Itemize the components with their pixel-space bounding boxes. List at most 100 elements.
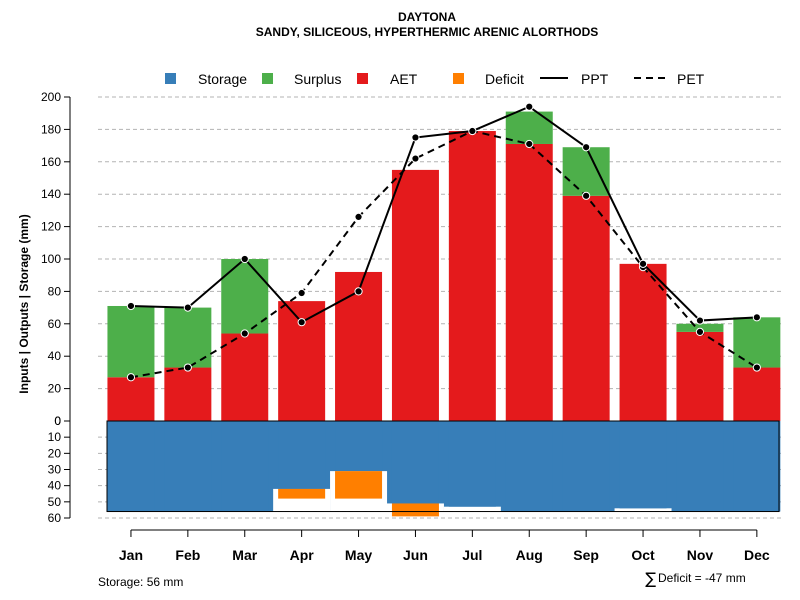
legend-label-ppt: PPT (581, 71, 609, 87)
y-axis-label: Inputs | Outputs | Storage (mm) (17, 214, 31, 393)
pet-point (354, 212, 363, 221)
pet-point (411, 154, 420, 163)
y-tick-label-top: 20 (48, 382, 62, 396)
storage-bar (676, 421, 724, 512)
y-tick-label-bottom: 20 (48, 446, 62, 460)
storage-bar (562, 421, 610, 512)
deficit-bar (391, 503, 439, 517)
storage-bar (505, 421, 553, 512)
pet-point (297, 288, 306, 298)
x-tick-label: Jul (462, 547, 482, 563)
aet-bar (562, 195, 610, 421)
y-tick-label-top: 0 (54, 414, 61, 428)
aet-bar (107, 377, 155, 421)
aet-bar (335, 271, 383, 421)
x-tick-label: May (345, 547, 372, 563)
storage-bar (278, 421, 326, 489)
y-tick-label-top: 40 (48, 349, 62, 363)
storage-bar (164, 421, 212, 512)
storage-capacity-band (107, 421, 779, 512)
legend-label-aet: AET (390, 71, 418, 87)
ppt-point (525, 102, 534, 111)
x-tick-label: Sep (573, 547, 599, 563)
y-tick-label-top: 100 (41, 252, 61, 266)
ppt-point (411, 133, 420, 142)
aet-bar (221, 333, 269, 421)
aet-bar (448, 131, 496, 421)
aet-bar (505, 143, 553, 422)
y-tick-label-top: 180 (41, 122, 61, 136)
storage-gap (443, 506, 501, 513)
ppt-point (354, 287, 363, 296)
surplus-bar (107, 305, 155, 378)
legend-label-pet: PET (677, 71, 705, 87)
x-tick-label: Feb (175, 547, 200, 563)
aet-bar (676, 331, 724, 421)
y-tick-label-top: 120 (41, 220, 61, 234)
legend-label-surplus: Surplus (294, 71, 341, 87)
pet-line (130, 129, 758, 379)
y-tick-label-bottom: 40 (48, 479, 62, 493)
surplus-bar (562, 147, 610, 196)
storage-bar (335, 421, 383, 472)
storage-bar (391, 421, 439, 504)
lines-group (126, 102, 761, 382)
y-tick-label-top: 200 (41, 90, 61, 104)
ppt-point (297, 318, 306, 327)
legend: Storage Surplus AET Deficit PPT PET (165, 71, 705, 87)
aet-bar (619, 263, 667, 421)
storage-gap (614, 508, 672, 513)
ppt-point (752, 313, 761, 322)
x-tick-label: Jan (119, 547, 143, 563)
y-tick-label-bottom: 10 (48, 430, 62, 444)
x-tick-label: Dec (744, 547, 770, 563)
ppt-point (126, 301, 136, 311)
storage-bar (221, 421, 269, 512)
ppt-point (240, 254, 249, 264)
bars-group (106, 111, 781, 517)
chart-title: DAYTONA (398, 10, 456, 24)
ppt-point (638, 259, 648, 268)
pet-point (240, 329, 249, 338)
x-tick-label: Nov (687, 547, 714, 563)
surplus-bar (505, 111, 553, 144)
pet-point (126, 373, 136, 382)
x-tick-label: Jun (403, 547, 428, 563)
ppt-point (468, 126, 477, 136)
y-tick-label-bottom: 0 (54, 414, 61, 428)
legend-swatch-deficit (453, 73, 464, 84)
x-tick-label: Mar (232, 547, 257, 563)
storage-bar (448, 421, 496, 507)
storage-bar (733, 421, 781, 512)
legend-swatch-surplus (262, 73, 273, 84)
deficit-sum-symbol: ∑ (645, 569, 656, 588)
storage-footnote: Storage: 56 mm (98, 575, 183, 589)
pet-point (752, 363, 761, 372)
x-tick-label: Aug (516, 547, 543, 563)
ppt-line (130, 105, 757, 324)
pet-point (582, 191, 591, 200)
y-tick-label-top: 160 (41, 155, 61, 169)
ppt-point (582, 143, 591, 152)
x-tick-label: Oct (631, 547, 655, 563)
pet-point (525, 139, 534, 149)
aet-bar (164, 367, 212, 421)
axes-group: 0204060801001201401601802000102030405060… (41, 90, 770, 563)
y-tick-label-bottom: 60 (48, 511, 62, 525)
y-tick-label-top: 80 (48, 284, 62, 298)
storage-bar (107, 421, 155, 512)
legend-swatch-aet (357, 73, 368, 84)
aet-bar (733, 367, 781, 421)
y-tick-label-bottom: 30 (48, 463, 62, 477)
y-tick-label-bottom: 50 (48, 495, 62, 509)
legend-label-storage: Storage (198, 71, 247, 87)
pet-point (183, 363, 192, 372)
ppt-point (183, 303, 192, 312)
y-tick-label-top: 60 (48, 317, 62, 331)
storage-bar (619, 421, 667, 509)
deficit-footnote: Deficit = -47 mm (658, 571, 746, 585)
aet-bar (391, 169, 439, 421)
ppt-point (695, 316, 705, 325)
legend-label-deficit: Deficit (485, 71, 524, 87)
